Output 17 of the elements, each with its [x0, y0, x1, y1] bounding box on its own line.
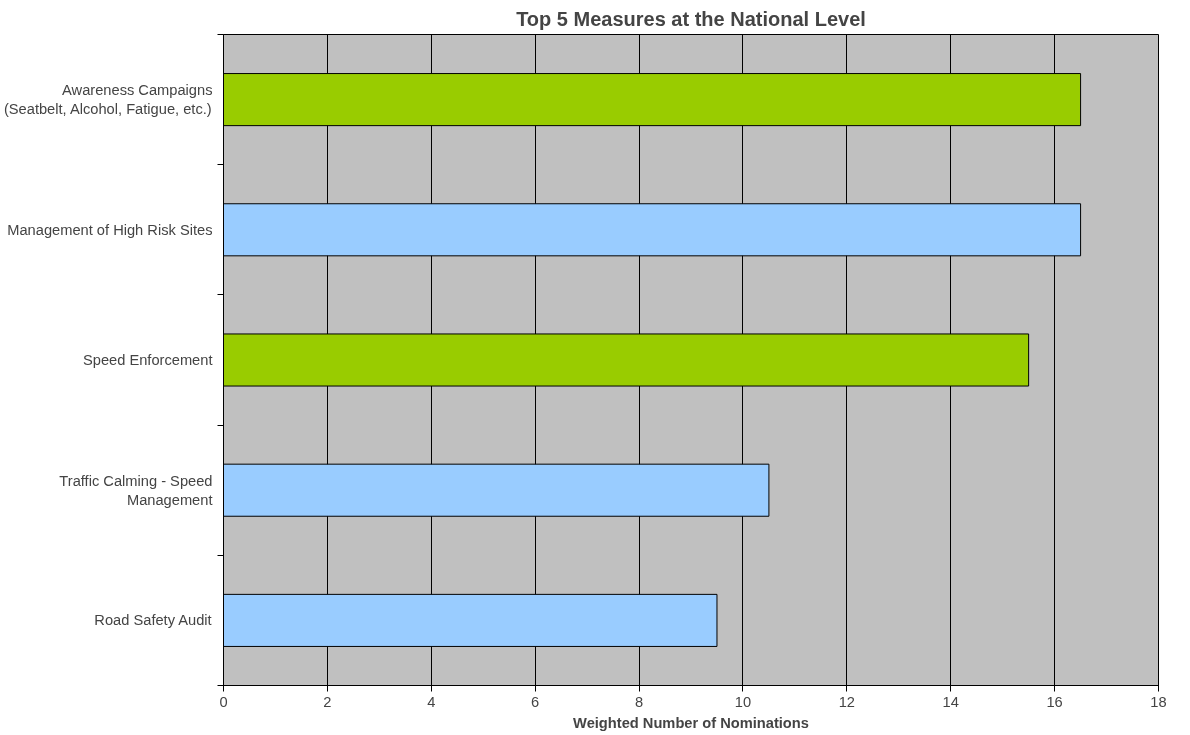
chart-title: Top 5 Measures at the National Level: [516, 7, 866, 30]
x-tick-label: 14: [942, 693, 959, 710]
x-tick-label: 2: [323, 693, 332, 710]
y-tick-label: Awareness Campaigns (Seatbelt, Alcohol, Fatigue, etc.): [3, 82, 213, 118]
x-tick-label: 12: [838, 693, 855, 710]
x-tick-label: 0: [219, 693, 228, 710]
x-tick-label: 18: [1150, 693, 1167, 710]
x-axis-title: Weighted Number of Nominations: [573, 714, 809, 731]
y-tick-label: Management of High Risk Sites: [7, 221, 213, 238]
x-tick-label: 10: [734, 693, 752, 710]
x-tick-label: 4: [427, 693, 436, 710]
x-tick-label: 16: [1046, 693, 1063, 710]
y-tick-label: Traffic Calming - Speed Management: [59, 472, 213, 508]
y-tick-label: Road Safety Audit: [94, 612, 212, 629]
x-tick-label: 6: [531, 693, 540, 710]
x-tick-label: 8: [634, 693, 644, 710]
y-tick-label: Speed Enforcement: [82, 352, 213, 368]
